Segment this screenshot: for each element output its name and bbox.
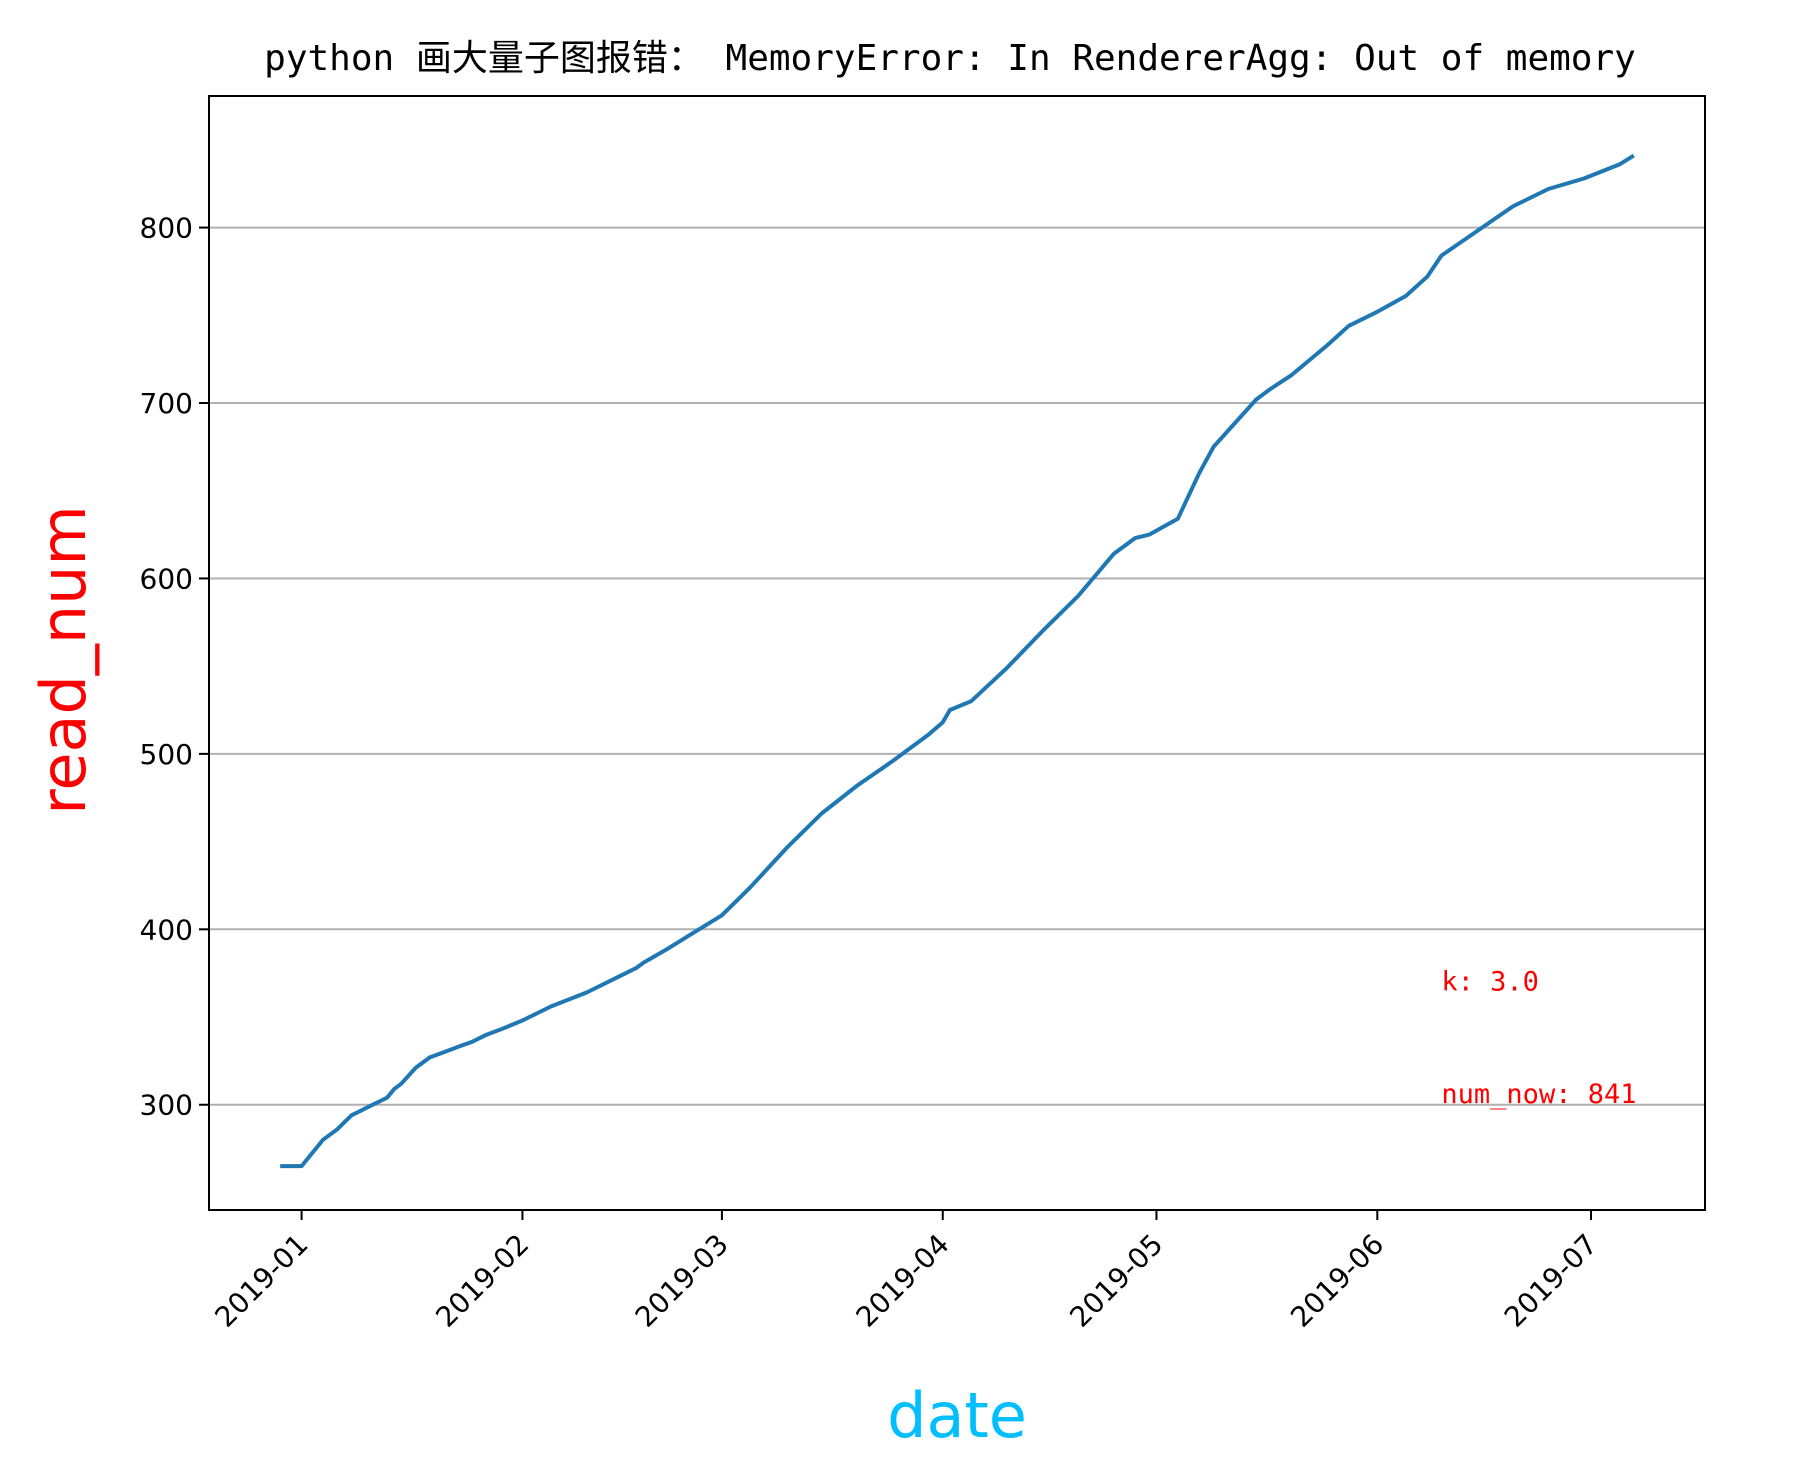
gridlines <box>209 226 1705 1106</box>
annotation-text: num_now: 841 <box>1441 1079 1636 1110</box>
series-layer <box>280 153 1635 1169</box>
x-axis-label: date <box>887 1379 1027 1452</box>
chart-title: python 画大量子图报错： MemoryError: In Renderer… <box>264 38 1636 79</box>
y-tick-label: 400 <box>140 913 193 946</box>
annotations: k: 3.0 num_now: 841 <box>1441 967 1636 1110</box>
y-tick-label: 600 <box>140 562 193 595</box>
series-line <box>280 153 1635 1169</box>
y-tick-label: 300 <box>140 1089 193 1122</box>
plot-frame <box>208 95 1706 1211</box>
y-tick-label: 800 <box>140 212 193 245</box>
annotation-text: k: 3.0 <box>1441 967 1539 998</box>
y-axis-label: read_num <box>27 505 100 815</box>
y-tick-label: 500 <box>140 738 193 771</box>
y-axis: 300 400 500 600 700 800 <box>140 212 209 1122</box>
y-tick-label: 700 <box>140 387 193 420</box>
